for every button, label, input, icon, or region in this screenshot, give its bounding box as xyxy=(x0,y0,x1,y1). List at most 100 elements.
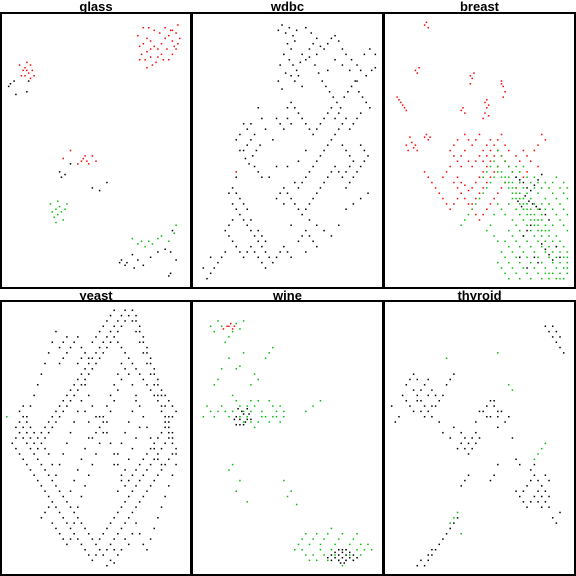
data-point xyxy=(259,144,261,146)
data-point xyxy=(537,208,539,210)
data-point xyxy=(294,203,296,205)
data-point xyxy=(515,490,517,492)
data-point xyxy=(40,463,43,466)
data-point xyxy=(117,453,119,455)
data-point xyxy=(337,224,340,227)
data-point xyxy=(508,176,510,178)
data-point xyxy=(164,37,166,40)
data-point xyxy=(138,463,141,466)
data-point xyxy=(175,410,177,413)
data-point xyxy=(323,229,325,232)
data-point xyxy=(149,389,152,391)
data-point xyxy=(164,26,166,29)
data-point xyxy=(460,485,462,487)
data-point xyxy=(142,42,145,45)
data-point xyxy=(544,229,547,232)
data-point xyxy=(294,40,296,42)
data-point xyxy=(235,400,238,402)
data-point xyxy=(334,551,336,554)
data-point xyxy=(153,373,155,375)
data-point xyxy=(369,48,371,50)
data-point xyxy=(438,543,440,546)
data-point xyxy=(508,181,510,184)
data-point xyxy=(250,400,252,402)
data-point xyxy=(548,277,550,280)
data-point xyxy=(206,277,208,280)
data-point xyxy=(84,155,86,157)
data-point xyxy=(497,149,499,152)
data-point xyxy=(359,69,362,72)
data-point xyxy=(261,415,263,418)
data-point xyxy=(157,48,159,50)
data-point xyxy=(169,272,172,275)
data-point xyxy=(55,221,57,224)
data-point xyxy=(58,362,61,365)
data-point xyxy=(113,384,115,386)
data-point xyxy=(164,463,166,466)
data-point xyxy=(239,328,241,330)
data-point xyxy=(235,192,238,194)
data-point xyxy=(102,421,105,423)
data-point xyxy=(235,490,238,492)
data-point xyxy=(106,431,108,434)
data-point xyxy=(544,251,547,253)
series-1 xyxy=(445,352,547,535)
data-point xyxy=(400,101,402,104)
data-point xyxy=(279,251,281,253)
data-point xyxy=(109,559,112,562)
data-point xyxy=(261,261,263,264)
data-point xyxy=(348,181,351,184)
data-point xyxy=(80,357,83,359)
data-point xyxy=(462,107,464,109)
data-point xyxy=(292,64,294,66)
data-point xyxy=(533,235,536,237)
data-point xyxy=(305,149,307,152)
data-point xyxy=(58,405,61,407)
data-point xyxy=(286,251,289,253)
data-point xyxy=(526,213,528,216)
data-point xyxy=(164,248,166,251)
data-point xyxy=(321,80,324,82)
data-point xyxy=(91,405,94,407)
data-point xyxy=(522,219,525,221)
data-point xyxy=(469,74,472,77)
data-point xyxy=(91,155,94,157)
data-point xyxy=(264,240,267,243)
data-point xyxy=(337,112,340,114)
data-point xyxy=(348,551,351,554)
data-point xyxy=(257,378,259,381)
data-point xyxy=(66,522,68,524)
data-point xyxy=(87,421,90,423)
data-point xyxy=(109,330,112,333)
data-point xyxy=(359,112,362,114)
data-point xyxy=(160,431,163,434)
data-point xyxy=(131,410,134,413)
data-point xyxy=(348,556,351,559)
data-point xyxy=(500,171,503,173)
data-point xyxy=(341,144,344,146)
data-point xyxy=(26,91,28,93)
data-point xyxy=(64,208,66,210)
data-point xyxy=(281,88,283,90)
data-point xyxy=(445,533,448,535)
data-point xyxy=(305,176,307,178)
data-point xyxy=(305,229,307,232)
data-point xyxy=(231,240,234,243)
data-point xyxy=(294,80,296,82)
data-point xyxy=(526,506,528,508)
data-point xyxy=(275,415,278,418)
data-point xyxy=(317,72,320,74)
data-point xyxy=(316,224,318,227)
data-point xyxy=(299,61,302,64)
data-point xyxy=(87,362,90,365)
panel-title-glass: glass xyxy=(79,0,113,14)
data-point xyxy=(297,160,300,162)
data-point xyxy=(489,203,492,205)
data-point xyxy=(250,139,252,141)
data-point xyxy=(327,144,329,146)
data-point xyxy=(47,474,50,476)
data-point xyxy=(540,485,543,487)
data-point xyxy=(486,415,488,418)
data-point xyxy=(301,213,303,216)
data-point xyxy=(29,469,32,471)
